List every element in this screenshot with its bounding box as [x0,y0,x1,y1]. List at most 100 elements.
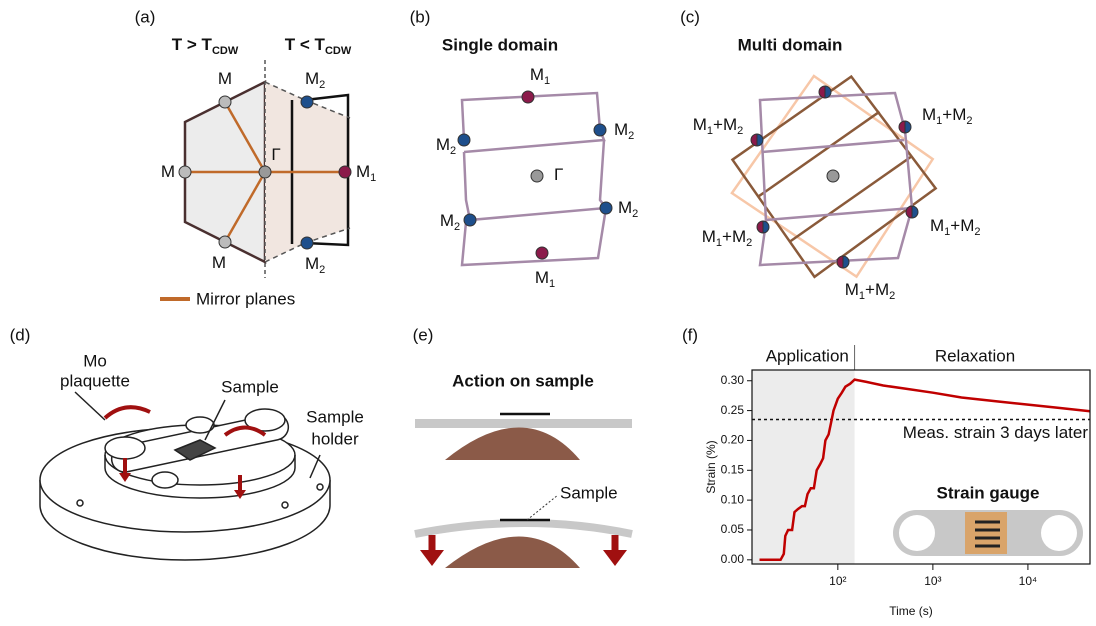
subscript: 1 [544,75,550,87]
subscript: 1 [370,172,376,184]
callout: Sample [221,377,279,396]
label-part: M [305,254,319,273]
point-label: T > TCDW [172,35,239,56]
label-part: T < T [285,35,326,54]
subscript: 2 [974,226,980,238]
domain-point [757,221,763,233]
subscript: 2 [737,125,743,137]
subscript: 2 [966,115,972,127]
x-tick-label: 10² [829,574,846,588]
panel-label: (c) [680,7,700,26]
label-part: M [218,69,232,88]
point-label: M2 [618,198,638,219]
panel-label: (d) [10,325,31,344]
label-part: M [530,65,544,84]
figure: (a) (b) Single domain (c) Multi domain (… [0,0,1096,626]
point-label: M1+M2 [922,105,973,126]
label-part: +M [713,115,737,134]
point-label: M [212,253,226,272]
label-part: M [702,227,716,246]
label-part: M [535,268,549,287]
subscript: 2 [746,237,752,249]
panel-title: Multi domain [738,35,843,54]
label-part: Γ [554,165,563,184]
subscript: 2 [450,145,456,157]
point-label: Γ [271,145,280,164]
y-tick-label: 0.10 [721,492,745,506]
label-part: M [922,105,936,124]
point-label: T < TCDW [285,35,352,56]
gauge-hole [1041,515,1077,551]
gauge-foil [965,512,1007,554]
point-label: M1+M2 [693,115,744,136]
point-label: M2 [436,135,456,156]
inset-title: Strain gauge [937,483,1040,502]
panel-label: (f) [682,325,698,344]
point-label: M1+M2 [930,216,981,237]
y-axis-label: Strain (%) [704,440,718,493]
domain-point [837,256,843,268]
domain-point [905,121,911,133]
label-part: M [845,280,859,299]
reference-label: Meas. strain 3 days later [903,423,1089,442]
x-axis-label: Time (s) [889,604,933,618]
domain-point [751,134,757,146]
panel-label: (a) [135,7,156,26]
subscript: CDW [325,45,352,57]
label-part: M [161,162,175,181]
y-tick-label: 0.15 [721,462,745,476]
domain-point [763,221,769,233]
point-label: M2 [305,254,325,275]
sample-holder [40,392,330,560]
domain-point [843,256,849,268]
point-label: Γ [554,165,563,184]
label-part: +M [950,216,974,235]
point-label: M1+M2 [845,280,896,301]
label-part: M [212,253,226,272]
points-c [751,86,918,268]
subscript: 2 [628,130,634,142]
subscript: 2 [632,208,638,220]
x-tick-label: 10⁴ [1019,574,1038,588]
label-part: Γ [271,145,280,164]
legend-label: Mirror planes [196,289,295,308]
annotation: Sample [560,483,618,502]
panel-label: (b) [410,7,431,26]
point-label: M1+M2 [702,227,753,248]
y-tick-label: 0.05 [721,522,745,536]
point-label: M [161,162,175,181]
panel-title: Action on sample [452,371,594,390]
callout: Sample [306,407,364,426]
label-part: M [618,198,632,217]
subscript: 2 [454,221,460,233]
domain-point [899,121,905,133]
point-label: M [218,69,232,88]
page: (a) (b) Single domain (c) Multi domain (… [0,0,1096,626]
label-part: M [356,162,370,181]
label-part: M [440,211,454,230]
subscript: 2 [319,264,325,276]
phase-shade [752,370,855,564]
label-part: +M [722,227,746,246]
y-tick-label: 0.30 [721,373,745,387]
gauge-hole [899,515,935,551]
x-tick-label: 10³ [924,574,941,588]
y-tick-label: 0.25 [721,403,745,417]
point-label: M2 [440,211,460,232]
label-part: +M [942,105,966,124]
point-label: M2 [305,69,325,90]
phase-label: Application [766,346,849,365]
y-tick-label: 0.00 [721,552,745,566]
subscript: 2 [319,79,325,91]
domain-point [912,206,918,218]
phase-label: Relaxation [935,346,1015,365]
subscript: CDW [212,45,239,57]
label-part: M [693,115,707,134]
subscript: 2 [889,290,895,302]
panel-title: Single domain [442,35,558,54]
label-part: +M [865,280,889,299]
panel-label: (e) [413,325,434,344]
points-b [458,91,612,259]
callout: plaquette [60,371,130,390]
callout: holder [311,429,359,448]
